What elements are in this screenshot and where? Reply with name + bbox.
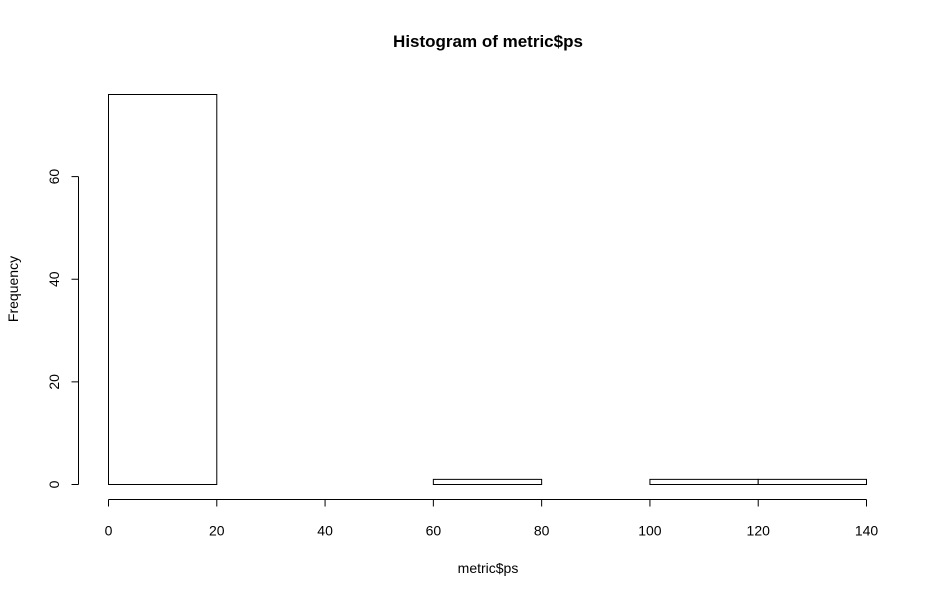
y-axis: 0 20 40 60 xyxy=(46,169,79,488)
y-tick-label: 60 xyxy=(46,169,62,185)
x-tick-label: 0 xyxy=(105,523,113,539)
histogram-bar xyxy=(108,94,218,485)
x-tick-label: 80 xyxy=(534,523,550,539)
bars-group xyxy=(108,94,868,485)
chart-title: Histogram of metric$ps xyxy=(393,32,583,51)
x-tick-label: 120 xyxy=(747,523,771,539)
x-tick-label: 40 xyxy=(317,523,333,539)
y-tick-label: 0 xyxy=(46,480,62,488)
x-tick-label: 100 xyxy=(638,523,662,539)
histogram-bar xyxy=(757,478,868,485)
x-tick-label: 20 xyxy=(209,523,225,539)
x-axis: 0 20 40 60 80 100 120 140 xyxy=(105,499,879,539)
y-axis-label: Frequency xyxy=(5,256,21,322)
x-tick-label: 60 xyxy=(426,523,442,539)
y-tick-label: 20 xyxy=(46,374,62,390)
y-tick-label: 40 xyxy=(46,271,62,287)
x-tick-label: 140 xyxy=(855,523,879,539)
histogram-bar xyxy=(432,478,543,485)
x-axis-label: metric$ps xyxy=(458,560,519,576)
histogram-bar xyxy=(649,478,759,485)
